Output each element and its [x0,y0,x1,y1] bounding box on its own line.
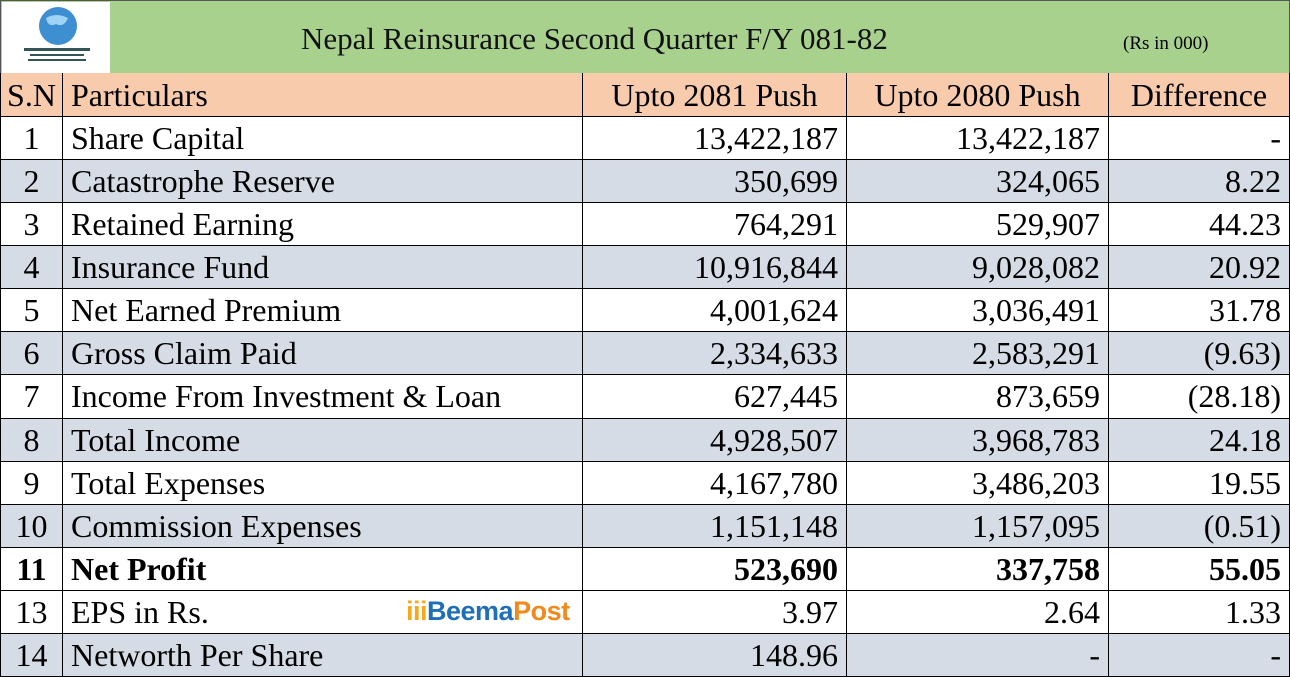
table-row: 14 Networth Per Share 148.96- - [0,633,1290,677]
logo [2,2,110,73]
table-cell: 2,583,291 [847,332,1109,376]
table-row: 9 Total Expenses 4,167,780 3,486,203 19.55 [0,461,1290,505]
table-cell: 55.05 [1109,547,1290,591]
table-cell: (9.63) [1109,332,1290,376]
table-cell: EPS in Rs. [63,590,583,634]
unit: (Rs in 000) [1123,33,1209,54]
title-bar: Nepal Reinsurance Second Quarter F/Y 081… [0,0,1290,74]
table-cell: 324,065 [847,160,1109,204]
table-cell: 19.55 [1109,461,1290,505]
table-cell: 9 [0,461,63,505]
table-cell: Commission Expenses [63,504,583,548]
table-cell: 4,928,507 [583,418,847,462]
table-cell: Total Expenses [63,461,583,505]
table-cell: 148.96 [583,633,847,677]
table-row: 1 Share Capital 13,422,187 13,422,187- [0,117,1290,161]
table-row: 13 EPS in Rs. 3.97 2.64 1.33 [0,590,1290,634]
table-cell: 2 [0,160,63,204]
table-cell: 1,157,095 [847,504,1109,548]
logo-graphic [24,7,90,61]
table-cell: 337,758 [847,547,1109,591]
table-cell: 20.92 [1109,246,1290,290]
table-cell: 523,690 [583,547,847,591]
table-row: 3 Retained Earning 764,291 529,907 44.23 [0,203,1290,247]
table-row: 5 Net Earned Premium 4,001,624 3,036,491 31.… [0,289,1290,333]
table-cell: 350,699 [583,160,847,204]
table-cell: Net Earned Premium [63,289,583,333]
table-cell: 14 [0,633,63,677]
table-cell: 764,291 [583,203,847,247]
title: Nepal Reinsurance Second Quarter F/Y 081… [301,21,888,56]
table-cell: 9,028,082 [847,246,1109,290]
table-cell: 1 [0,117,63,161]
table-cell: Share Capital [63,117,583,161]
table-cell: 4,167,780 [583,461,847,505]
table-row: 2 Catastrophe Reserve 350,699 324,065 8.22 [0,160,1290,204]
table-cell: 4 [0,246,63,290]
table-cell: Upto 2081 Push [583,73,847,117]
table-cell: Upto 2080 Push [847,73,1109,117]
watermark: iiiBeemaPost [406,596,570,626]
table-cell: 3,486,203 [847,461,1109,505]
table-cell: 6 [0,332,63,376]
table-cell: 13 [0,590,63,634]
table-cell: 8.22 [1109,160,1290,204]
table-cell: Difference [1109,73,1290,117]
table-cell: Retained Earning [63,203,583,247]
table-cell: Net Profit [63,547,583,591]
table-row: 10 Commission Expenses 1,151,148 1,157,095(… [0,504,1290,548]
table-cell: (28.18) [1109,375,1290,419]
table-row: 8 Total Income 4,928,507 3,968,783 24.18 [0,418,1290,462]
table-cell: 10 [0,504,63,548]
table-cell: - [847,633,1109,677]
watermark-part: Post [513,596,570,626]
table-row: 11 Net Profit 523,690 337,758 55.05 [0,547,1290,591]
table-row: 6 Gross Claim Paid 2,334,633 2,583,291 (9.63… [0,332,1290,376]
table-cell: S.N [0,73,63,117]
table-row: S.N Particulars Upto 2081 Push Upto 2080 Pu… [0,73,1290,117]
table-cell: 11 [0,547,63,591]
table-cell: Income From Investment & Loan [63,375,583,419]
table-cell: 24.18 [1109,418,1290,462]
table-cell: 2.64 [847,590,1109,634]
table-cell: 13,422,187 [583,117,847,161]
table-cell: Catastrophe Reserve [63,160,583,204]
table-cell: 5 [0,289,63,333]
table-cell: 4,001,624 [583,289,847,333]
table-cell: Total Income [63,418,583,462]
table-cell: 3 [0,203,63,247]
table-cell: Gross Claim Paid [63,332,583,376]
watermark-part: Beema [427,596,514,626]
table-cell: 2,334,633 [583,332,847,376]
table-cell: Networth Per Share [63,633,583,677]
table-cell: 873,659 [847,375,1109,419]
table-cell: Particulars [63,73,583,117]
table-row: 7 Income From Investment & Loan 627,445 873… [0,375,1290,419]
table-cell: - [1109,633,1290,677]
table-cell: 8 [0,418,63,462]
table-cell: 3.97 [583,590,847,634]
table-cell: Insurance Fund [63,246,583,290]
table-row: 4 Insurance Fund 10,916,844 9,028,082 20.92 [0,246,1290,290]
table-cell: 3,968,783 [847,418,1109,462]
table-cell: 7 [0,375,63,419]
table-cell: 44.23 [1109,203,1290,247]
table-cell: 10,916,844 [583,246,847,290]
table-cell: - [1109,117,1290,161]
table-cell: 1.33 [1109,590,1290,634]
table-cell: 31.78 [1109,289,1290,333]
table-cell: 529,907 [847,203,1109,247]
table-cell: (0.51) [1109,504,1290,548]
table-cell: 3,036,491 [847,289,1109,333]
table-cell: 627,445 [583,375,847,419]
table-cell: 13,422,187 [847,117,1109,161]
table-cell: 1,151,148 [583,504,847,548]
